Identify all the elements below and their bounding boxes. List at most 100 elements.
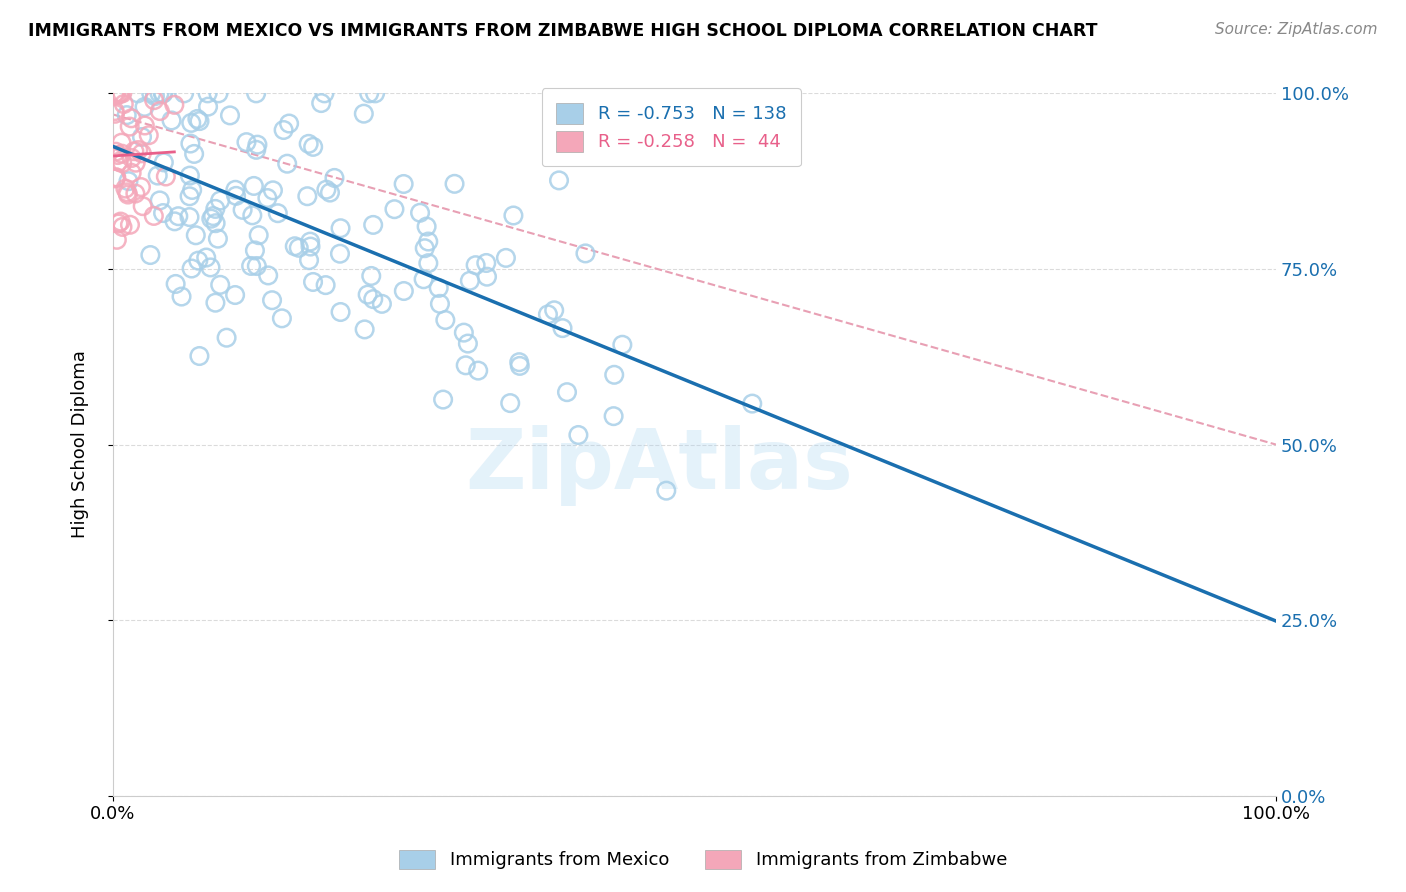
Point [179,169,201,183]
Point [548,173,571,187]
Point [224,288,246,302]
Point [475,269,498,284]
Point [364,87,387,101]
Point [103,87,125,101]
Point [143,89,166,103]
Point [298,253,321,268]
Point [105,170,128,185]
Point [245,87,267,101]
Point [152,206,174,220]
Point [413,241,436,255]
Point [443,177,465,191]
Point [155,169,177,184]
Legend: Immigrants from Mexico, Immigrants from Zimbabwe: Immigrants from Mexico, Immigrants from … [389,841,1017,879]
Point [655,483,678,498]
Point [412,272,434,286]
Y-axis label: High School Diploma: High School Diploma [72,351,89,539]
Point [225,189,247,203]
Point [197,100,219,114]
Point [120,112,142,126]
Point [111,156,134,170]
Point [361,292,384,306]
Point [104,87,127,101]
Point [165,277,187,291]
Point [329,246,352,260]
Point [127,87,149,101]
Point [111,146,134,161]
Point [149,104,172,119]
Point [104,171,127,186]
Point [323,170,346,185]
Point [359,87,381,101]
Point [173,87,195,101]
Point [499,396,522,410]
Point [187,253,209,268]
Point [297,189,319,203]
Point [149,194,172,208]
Point [108,87,131,101]
Point [111,87,134,101]
Point [179,210,201,224]
Point [432,392,454,407]
Point [509,359,531,373]
Point [107,148,129,162]
Point [361,218,384,232]
Point [392,284,415,298]
Point [314,87,336,101]
Point [105,233,128,247]
Point [153,155,176,169]
Point [262,183,284,197]
Point [603,368,626,382]
Point [502,209,524,223]
Point [105,170,128,185]
Text: Source: ZipAtlas.com: Source: ZipAtlas.com [1215,22,1378,37]
Point [160,113,183,128]
Point [256,191,278,205]
Point [200,211,222,226]
Point [134,119,156,133]
Point [299,235,322,249]
Point [131,146,153,161]
Point [224,183,246,197]
Point [602,409,624,424]
Point [180,261,202,276]
Point [243,178,266,193]
Point [371,297,394,311]
Point [188,114,211,128]
Point [104,107,127,121]
Point [260,293,283,308]
Point [215,331,238,345]
Point [180,116,202,130]
Point [118,218,141,232]
Point [458,274,481,288]
Point [267,206,290,220]
Point [434,313,457,327]
Point [454,359,477,373]
Point [143,93,166,107]
Point [418,256,440,270]
Point [110,136,132,150]
Point [121,166,143,180]
Point [139,248,162,262]
Point [392,177,415,191]
Point [152,87,174,101]
Point [124,186,146,201]
Point [134,100,156,114]
Point [551,321,574,335]
Point [612,338,634,352]
Point [183,147,205,161]
Point [124,145,146,159]
Point [204,295,226,310]
Point [121,151,143,165]
Point [409,206,432,220]
Point [270,311,292,326]
Point [247,228,270,243]
Point [163,214,186,228]
Point [188,349,211,363]
Point [356,287,378,301]
Point [302,140,325,154]
Point [319,186,342,200]
Point [232,202,254,217]
Point [148,87,170,101]
Point [741,396,763,410]
